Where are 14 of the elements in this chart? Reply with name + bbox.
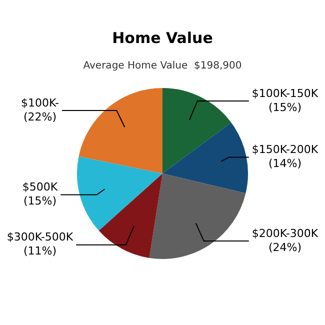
chart-subtitle: Average Home Value $198,900 [83, 60, 242, 72]
slice-label: $150K-200K [252, 143, 319, 156]
data-label: (24%) [268, 240, 302, 254]
data-label: (22%) [23, 110, 57, 124]
slice-label: $100K-150K [252, 86, 319, 100]
data-label: (11%) [23, 244, 57, 258]
data-label: (15%) [23, 194, 57, 208]
slice-label: $100K- [20, 96, 60, 110]
slice-label: $500K [22, 180, 58, 194]
slice-label: $200K-300K [252, 226, 319, 240]
slice-label: $300K-500K [6, 230, 74, 244]
data-label: (14%) [268, 157, 302, 170]
data-label: (15%) [268, 100, 302, 114]
chart-title: Home Value [112, 28, 213, 47]
